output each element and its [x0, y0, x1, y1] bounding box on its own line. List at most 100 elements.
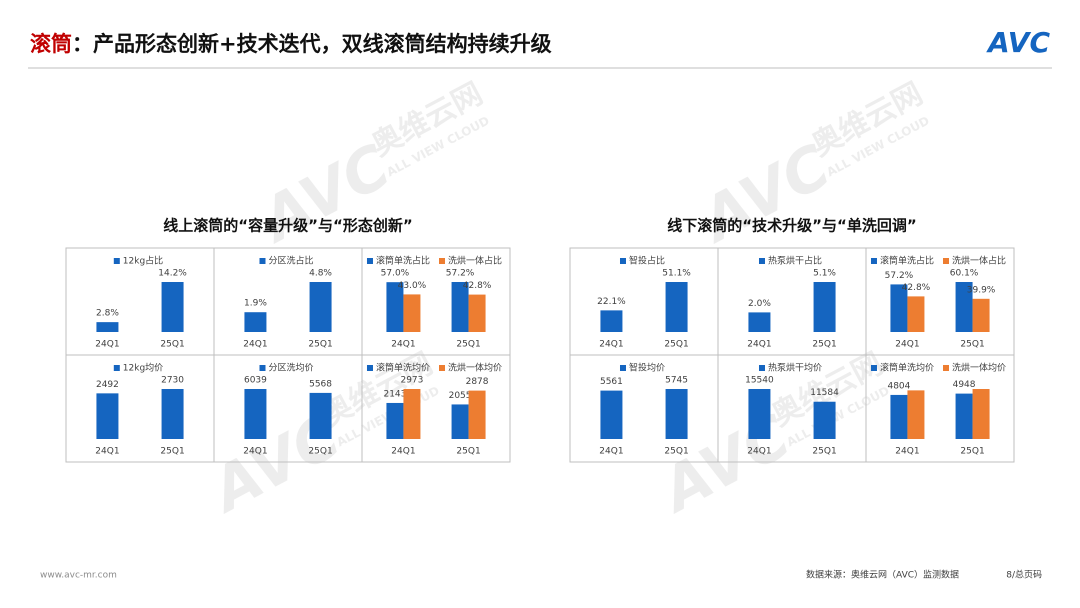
- legend-label: 热泵烘干占比: [768, 255, 822, 267]
- charts: 12kg占比 24Q1 2.8% 25Q1 14.2% 分区洗占比 24Q1 1.9% 25Q1…: [65, 247, 1015, 463]
- value-label: 42.8%: [463, 281, 492, 291]
- bar: [309, 392, 332, 439]
- legend-label: 智投均价: [629, 362, 665, 374]
- bar: [468, 294, 486, 332]
- x-tick-label: 24Q1: [895, 340, 919, 350]
- legend-swatch: [113, 258, 120, 264]
- legend-label: 洗烘一体均价: [952, 362, 1006, 374]
- bar: [244, 312, 267, 332]
- x-tick-label: 24Q1: [391, 340, 415, 350]
- logo: AVC: [986, 26, 1050, 59]
- value-label: 11584: [810, 388, 839, 398]
- x-tick-label: 25Q1: [664, 447, 688, 457]
- chart: 分区洗均价 24Q1 6039 25Q1 5568: [243, 362, 332, 457]
- value-label: 15540: [745, 376, 774, 386]
- bar: [600, 390, 623, 439]
- chart: 分区洗占比 24Q1 1.9% 25Q1 4.8%: [243, 255, 332, 350]
- value-label: 1.9%: [244, 299, 267, 309]
- bar: [403, 294, 421, 332]
- legend-swatch: [259, 365, 266, 371]
- x-tick-label: 24Q1: [243, 447, 267, 457]
- group-title: 线下滚筒的“技术升级”与“单洗回调”: [667, 217, 916, 235]
- legend-label: 分区洗占比: [268, 255, 313, 267]
- bar: [665, 282, 688, 332]
- value-label: 43.0%: [398, 281, 427, 291]
- bar: [748, 389, 771, 439]
- x-tick-label: 25Q1: [456, 340, 480, 350]
- bar: [161, 389, 184, 439]
- value-label: 57.2%: [885, 271, 914, 281]
- legend-swatch: [366, 258, 373, 264]
- legend-swatch: [113, 365, 120, 371]
- value-label: 14.2%: [158, 269, 187, 279]
- bar: [972, 389, 990, 439]
- bar: [309, 282, 332, 332]
- chart: 滚筒单洗均价 洗烘一体均价 24Q1 4804 25Q1 4948: [870, 362, 1006, 457]
- legend-item: 分区洗占比: [259, 255, 314, 267]
- chart: 滚筒单洗占比 洗烘一体占比 24Q1 57.2% 42.8% 25Q1 60.1% 39.9%: [870, 255, 1006, 350]
- legend-label: 洗烘一体均价: [448, 362, 502, 374]
- bar: [748, 312, 771, 332]
- chart: 滚筒单洗均价 洗烘一体均价 24Q1 2143 2973 25Q1 2055 2878: [366, 362, 502, 457]
- x-tick-label: 24Q1: [599, 447, 623, 457]
- value-label: 2973: [400, 376, 423, 386]
- value-label: 4.8%: [309, 269, 332, 279]
- bar: [403, 389, 421, 439]
- legend-label: 12kg均价: [123, 362, 163, 374]
- legend-swatch: [870, 365, 877, 371]
- legend-swatch: [259, 258, 266, 264]
- legend-swatch: [943, 258, 949, 264]
- value-label: 6039: [244, 376, 267, 386]
- legend-swatch: [870, 258, 877, 264]
- legend-item: 12kg均价: [113, 362, 163, 374]
- value-label: 2492: [96, 380, 119, 390]
- title-text: ：产品形态创新+技术迭代，双线滚筒结构持续升级: [72, 32, 552, 56]
- bar: [890, 394, 908, 439]
- legend-swatch: [943, 365, 949, 371]
- value-label: 42.8%: [902, 283, 931, 293]
- legend-label: 12kg占比: [123, 255, 163, 267]
- bar: [890, 284, 908, 332]
- x-tick-label: 25Q1: [160, 340, 184, 350]
- legend-swatch: [439, 258, 445, 264]
- value-label: 39.9%: [967, 285, 996, 295]
- footer-url: www.avc-mr.com: [40, 571, 117, 581]
- x-tick-label: 25Q1: [664, 340, 688, 350]
- legend-item: 12kg占比: [113, 255, 163, 267]
- chart: 12kg占比 24Q1 2.8% 25Q1 14.2%: [95, 255, 187, 350]
- chart: 滚筒单洗占比 洗烘一体占比 24Q1 57.0% 43.0% 25Q1 57.2% 42.8%: [366, 255, 502, 350]
- value-label: 60.1%: [950, 269, 979, 279]
- legend-label: 洗烘一体占比: [952, 255, 1006, 267]
- value-label: 5568: [309, 379, 332, 389]
- legend-item: 洗烘一体占比: [439, 255, 502, 267]
- title-highlight: 滚筒: [30, 32, 72, 56]
- value-label: 2.0%: [748, 299, 771, 309]
- legend-label: 洗烘一体占比: [448, 255, 502, 267]
- legend-item: 热泵烘干占比: [758, 255, 822, 267]
- value-label: 4948: [953, 380, 976, 390]
- x-tick-label: 24Q1: [391, 447, 415, 457]
- value-label: 4804: [887, 381, 910, 391]
- bar: [955, 282, 973, 332]
- slide-title: 滚筒：产品形态创新+技术迭代，双线滚筒结构持续升级: [30, 32, 552, 56]
- bar: [451, 404, 469, 439]
- value-label: 57.2%: [446, 269, 475, 279]
- legend-item: 滚筒单洗占比: [870, 255, 934, 267]
- x-tick-label: 24Q1: [243, 340, 267, 350]
- bar: [386, 402, 404, 439]
- chart: 热泵烘干占比 24Q1 2.0% 25Q1 5.1%: [747, 255, 836, 350]
- legend-item: 洗烘一体占比: [943, 255, 1006, 267]
- footer-source: 数据来源：奥维云网（AVC）监测数据: [806, 569, 959, 581]
- legend-swatch: [366, 365, 373, 371]
- bar: [451, 282, 469, 332]
- chart: 智投均价 24Q1 5561 25Q1 5745: [599, 362, 688, 457]
- footer-page: 8/总页码: [1006, 569, 1042, 581]
- bar: [96, 393, 119, 439]
- legend-swatch: [758, 258, 765, 264]
- value-label: 2055: [449, 391, 472, 401]
- value-label: 57.0%: [381, 269, 410, 279]
- legend-swatch: [439, 365, 445, 371]
- legend-swatch: [619, 365, 626, 371]
- legend-swatch: [758, 365, 765, 371]
